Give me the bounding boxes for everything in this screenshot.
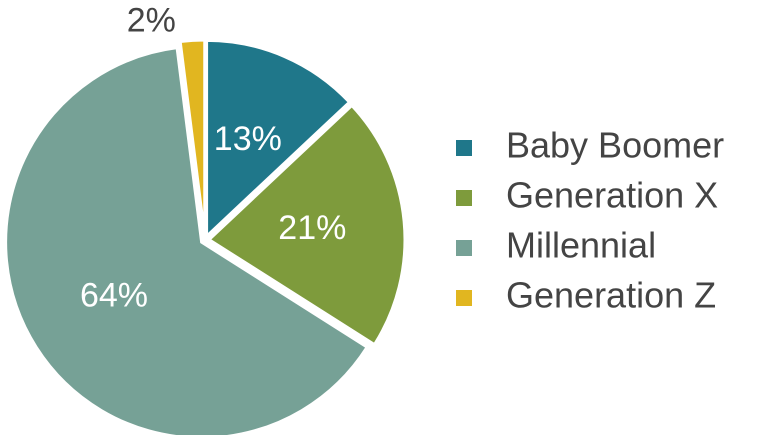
pie-slice [178,38,207,237]
legend-label: Generation Z [506,275,716,316]
legend-swatch [456,290,472,306]
legend-label: Generation X [506,175,718,216]
pie-slice [206,103,407,347]
legend-swatch [456,190,472,206]
legend-label: Baby Boomer [506,125,724,166]
data-label: 2% [127,1,176,39]
legend-swatch [456,240,472,256]
legend-label: Millennial [506,225,656,266]
data-label: 13% [214,120,282,158]
data-label: 64% [80,277,148,315]
pie-slice [4,46,370,435]
legend-swatch [456,140,472,156]
pie-slice [205,38,352,240]
data-label: 21% [278,209,346,247]
